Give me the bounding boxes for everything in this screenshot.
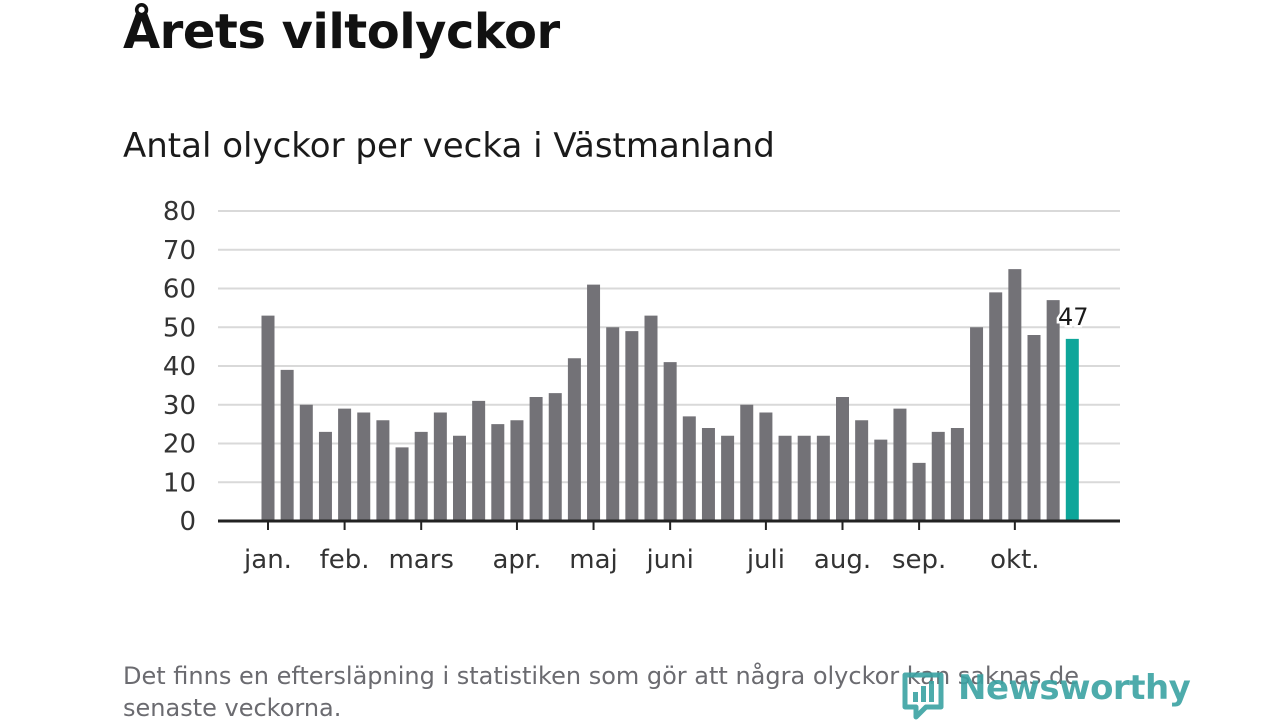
bar (989, 292, 1003, 521)
bar (682, 416, 696, 521)
bar (453, 435, 466, 521)
y-tick-label: 40 (163, 352, 196, 382)
month-label: aug. (814, 545, 871, 575)
bar (318, 431, 332, 521)
bar (338, 408, 352, 521)
newsworthy-logo-icon (902, 672, 944, 720)
bar (1027, 335, 1041, 521)
month-label: okt. (990, 545, 1039, 575)
chart-title: Årets viltolyckor (123, 4, 560, 60)
month-label: jan. (243, 545, 292, 575)
newsworthy-logo-text: Newsworthy (958, 668, 1191, 708)
month-label: juli (746, 545, 785, 575)
bar (376, 420, 390, 521)
bar (548, 393, 562, 521)
month-label: feb. (320, 545, 370, 575)
bar (625, 331, 639, 521)
bar (1008, 269, 1022, 521)
y-tick-label: 70 (163, 236, 196, 266)
bar (855, 420, 869, 521)
bar (950, 428, 964, 521)
bar (491, 424, 505, 521)
bar (836, 397, 849, 521)
bar (912, 462, 926, 521)
bar (299, 404, 313, 521)
month-label: apr. (492, 545, 541, 575)
bar (797, 435, 811, 521)
y-tick-label: 50 (163, 313, 196, 343)
bar (778, 435, 792, 521)
bar (395, 447, 409, 521)
bar (931, 431, 945, 521)
bar (472, 400, 486, 521)
newsworthy-logo: Newsworthy (902, 666, 1191, 720)
bar-highlight (1065, 338, 1079, 521)
bar (970, 327, 984, 521)
bar (874, 439, 888, 521)
y-tick-label: 60 (163, 275, 196, 305)
bar (357, 412, 371, 521)
bar (261, 315, 275, 521)
y-tick-label: 0 (179, 507, 196, 537)
bar-value-label: 47 (1058, 303, 1089, 331)
bar (893, 408, 907, 521)
bar (606, 327, 620, 521)
month-label: juni (645, 545, 693, 575)
bar (701, 428, 715, 521)
y-tick-label: 30 (163, 391, 196, 421)
month-label: sep. (892, 545, 946, 575)
chart-subtitle: Antal olyckor per vecka i Västmanland (123, 126, 775, 166)
bar (414, 431, 428, 521)
bar (663, 362, 677, 521)
y-tick-label: 20 (163, 430, 196, 460)
bar (1046, 300, 1060, 521)
y-tick-label: 80 (163, 197, 196, 227)
bar (644, 315, 658, 521)
bar (721, 435, 735, 521)
y-tick-label: 10 (163, 468, 196, 498)
bar (740, 404, 754, 521)
bar (816, 435, 830, 521)
month-label: mars (388, 545, 454, 575)
bar (529, 397, 543, 521)
bar (433, 412, 447, 521)
bar (280, 369, 294, 521)
bar (567, 358, 581, 521)
bar (587, 284, 601, 521)
month-label: maj (569, 545, 617, 575)
bar (510, 420, 524, 521)
bar (759, 412, 773, 521)
